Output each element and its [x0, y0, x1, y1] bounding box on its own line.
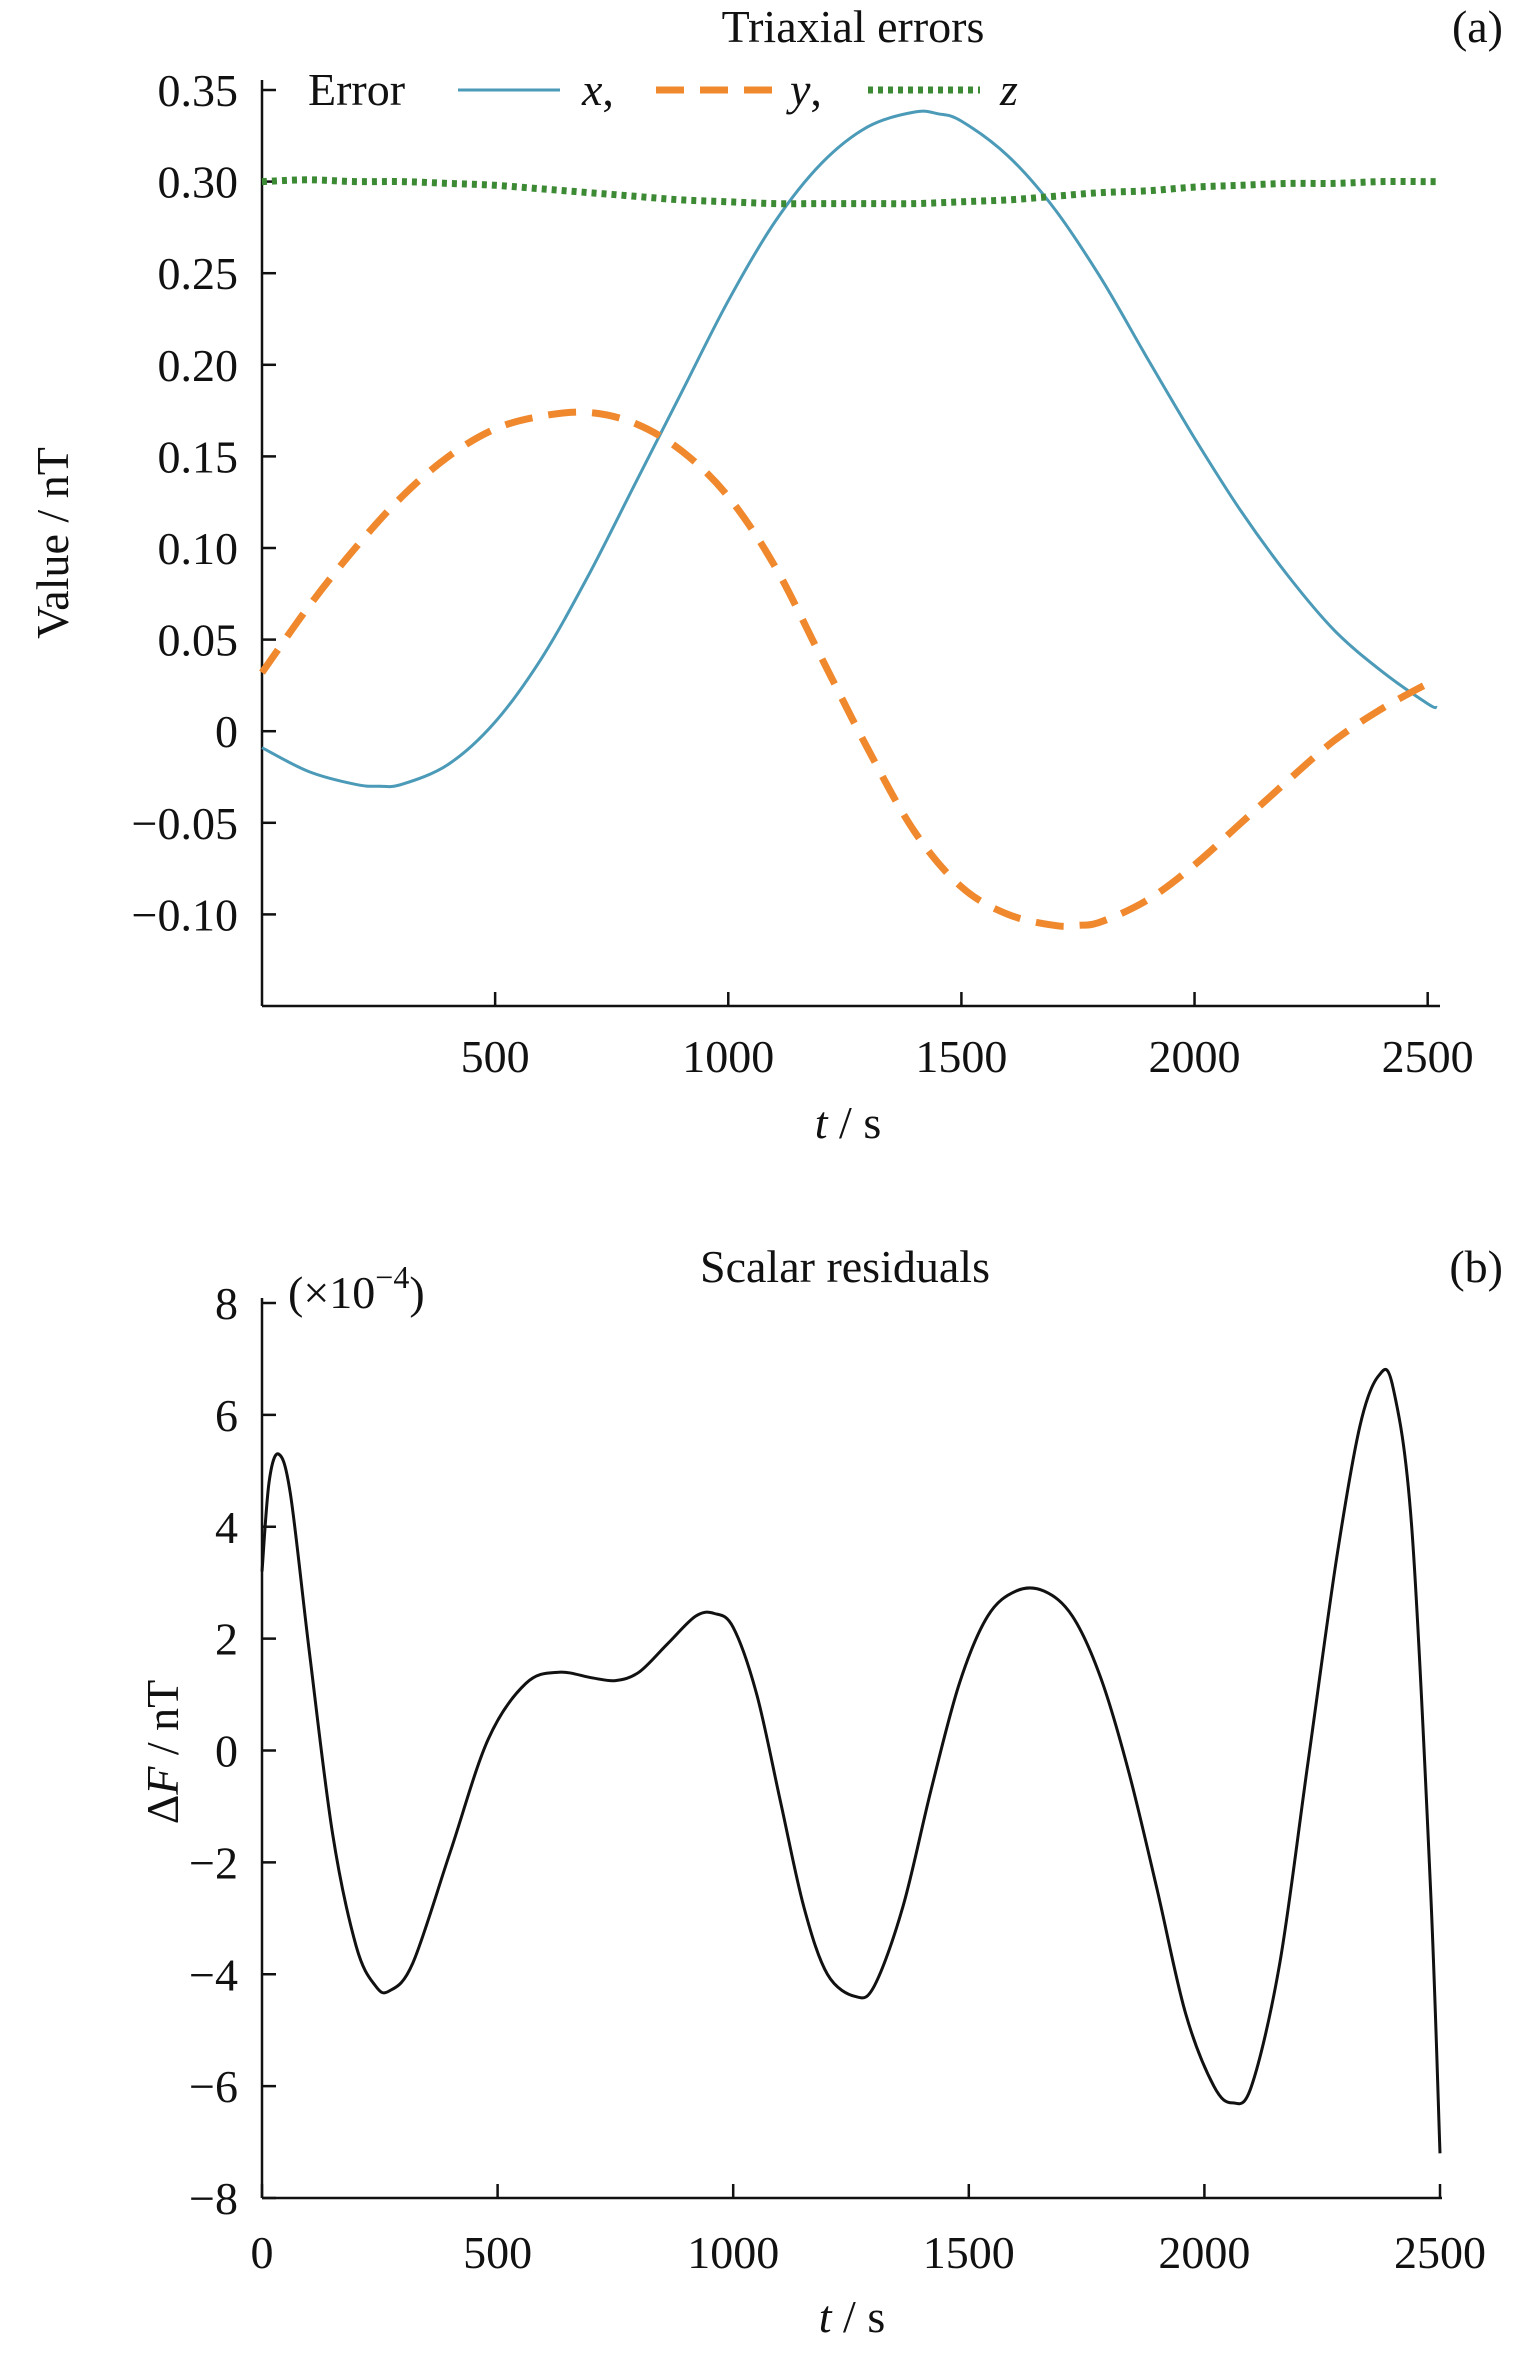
legend-x-name: x [581, 64, 603, 115]
panel-a-y-tick-label: −0.10 [132, 889, 238, 940]
panel-a-series-x-line [262, 111, 1437, 787]
panel-a-x-tick-label: 2000 [1149, 1031, 1241, 1082]
panel-b-y-unit: / nT [137, 1680, 188, 1767]
panel-b-x-tick-label: 2000 [1158, 2227, 1250, 2278]
panel-b-y-var: F [137, 1766, 188, 1796]
panel-b-y-tick-label: 8 [215, 1278, 238, 1329]
panel-a-x-tick-label: 1000 [682, 1031, 774, 1082]
panel-b-y-tick-label: −8 [189, 2173, 238, 2224]
legend-x-entry: x, [581, 64, 614, 115]
panel-a-y-tick-label: 0.25 [158, 248, 239, 299]
panel-a-y-tick-label: 0.30 [158, 157, 239, 208]
panel-a-y-tick-label: 0.20 [158, 340, 239, 391]
panel-b-x-axis-label: t / s [819, 2291, 885, 2342]
panel-b-series [262, 1369, 1440, 2153]
panel-b-x-tick-label: 0 [251, 2227, 274, 2278]
panel-a-label: (a) [1452, 1, 1503, 52]
panel-a-y-tick-label: 0.15 [158, 431, 239, 482]
panel-b-y-tick-label: 0 [215, 1726, 238, 1777]
panel-a-x-axis-label: t / s [815, 1097, 881, 1148]
panel-b-y-tick-label: −6 [189, 2061, 238, 2112]
panel-a-y-ticks: 0.35 0.30 0.25 0.20 0.15 0.10 0.05 0 −0.05 −0.10 [132, 65, 276, 940]
panel-a-title: Triaxial errors [722, 1, 985, 52]
panel-a-x-tick-label: 1500 [915, 1031, 1007, 1082]
panel-a-x-axis-unit: / s [828, 1097, 882, 1148]
panel-a-y-tick-label: 0.05 [158, 615, 239, 666]
panel-b-scalar-residuals: Scalar residuals (b) (×10−4) 86420−2−4−6… [137, 1241, 1503, 2342]
panel-b-y-tick-label: −2 [189, 1837, 238, 1888]
panel-b-y-tick-label: −4 [189, 1949, 238, 2000]
panel-a-x-tick-label: 2500 [1382, 1031, 1474, 1082]
panel-b-y-tick-label: 2 [215, 1614, 238, 1665]
panel-b-label: (b) [1449, 1241, 1503, 1292]
panel-a-series-y-line [262, 412, 1437, 926]
panel-b-x-tick-label: 1000 [687, 2227, 779, 2278]
panel-b-multiplier: (×10−4) [288, 1259, 425, 1318]
panel-a-triaxial-errors: Triaxial errors (a) 0.35 0.30 0.25 0.20 0.15… [27, 1, 1503, 1148]
legend-y-sep: , [810, 64, 822, 115]
legend-y-entry: y, [786, 64, 822, 115]
panel-b-y-tick-label: 4 [215, 1502, 238, 1553]
panel-b-x-tick-label: 500 [463, 2227, 532, 2278]
panel-b-y-axis-label: ΔF / nT [137, 1680, 188, 1825]
panel-b-x-axis-unit: / s [832, 2291, 886, 2342]
legend-z-name: z [999, 64, 1018, 115]
panel-a-series [262, 111, 1437, 926]
panel-b-title: Scalar residuals [700, 1241, 990, 1292]
panel-b-x-tick-label: 1500 [923, 2227, 1015, 2278]
panel-a-x-tick-label: 500 [461, 1031, 530, 1082]
legend-y-name: y [786, 64, 811, 115]
multiplier-close: ) [409, 1267, 424, 1318]
legend-x-sep: , [602, 64, 614, 115]
multiplier-base: (×10 [288, 1267, 375, 1318]
figure: Triaxial errors (a) 0.35 0.30 0.25 0.20 0.15… [0, 0, 1535, 2353]
panel-a-legend: Error x, y, z [308, 64, 1018, 115]
panel-b-y-prefix: Δ [137, 1795, 188, 1825]
multiplier-exponent: −4 [375, 1259, 409, 1295]
panel-a-y-tick-label: 0 [215, 706, 238, 757]
panel-a-y-tick-label: 0.10 [158, 523, 239, 574]
panel-b-x-tick-label: 2500 [1394, 2227, 1486, 2278]
panel-a-y-tick-label: 0.35 [158, 65, 239, 116]
panel-a-y-axis-label: Value / nT [27, 447, 78, 639]
panel-a-y-tick-label: −0.05 [132, 798, 238, 849]
panel-b-series-residual-line [262, 1369, 1440, 2153]
panel-a-series-z-line [262, 180, 1437, 204]
panel-b-y-tick-label: 6 [215, 1390, 238, 1441]
legend-title: Error [308, 64, 405, 115]
